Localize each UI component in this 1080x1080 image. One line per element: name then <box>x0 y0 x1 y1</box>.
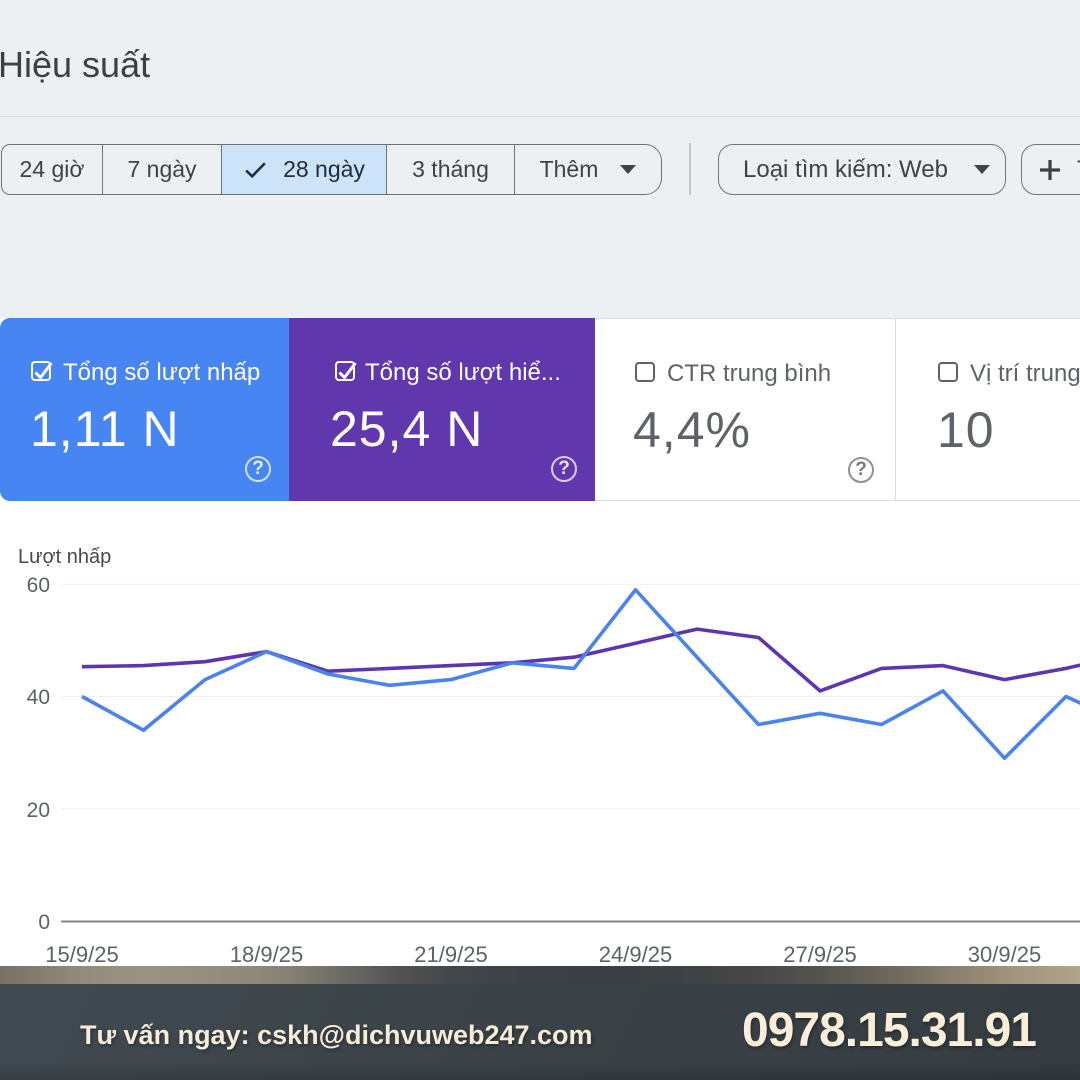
svg-text:24/9/25: 24/9/25 <box>599 942 672 966</box>
svg-text:60: 60 <box>27 574 50 597</box>
svg-text:0: 0 <box>38 911 50 934</box>
svg-text:21/9/25: 21/9/25 <box>414 942 487 966</box>
svg-text:Lượt nhấp: Lượt nhấp <box>18 546 111 568</box>
svg-text:40: 40 <box>27 686 50 709</box>
svg-text:27/9/25: 27/9/25 <box>783 942 856 966</box>
svg-text:18/9/25: 18/9/25 <box>230 942 303 966</box>
svg-text:30/9/25: 30/9/25 <box>968 942 1041 966</box>
svg-text:20: 20 <box>27 799 50 822</box>
svg-text:15/9/25: 15/9/25 <box>45 942 118 966</box>
